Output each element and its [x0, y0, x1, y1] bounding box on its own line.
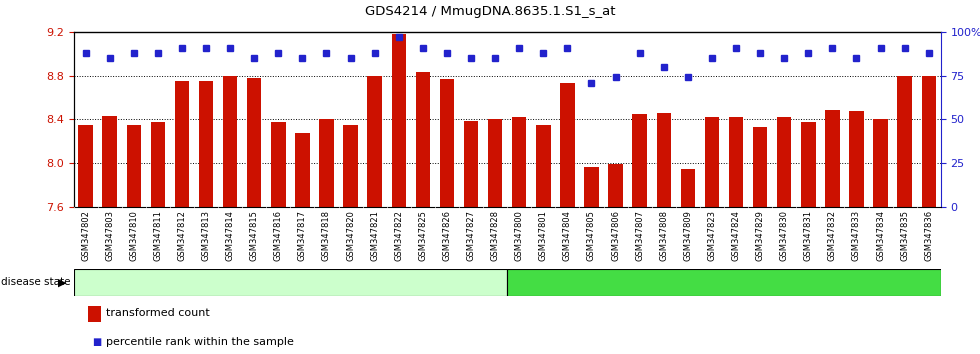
Text: ■: ■ — [92, 337, 101, 347]
Bar — [680, 169, 695, 207]
Bar — [850, 111, 863, 207]
Bar — [392, 34, 406, 207]
Text: GSM347836: GSM347836 — [924, 210, 933, 261]
Text: GSM347827: GSM347827 — [466, 210, 475, 261]
Bar — [777, 117, 792, 207]
Bar — [561, 83, 574, 207]
Text: GSM347810: GSM347810 — [129, 210, 138, 261]
Text: GSM347800: GSM347800 — [514, 210, 523, 261]
Text: disease state: disease state — [1, 278, 71, 287]
Bar — [729, 117, 743, 207]
Text: GSM347829: GSM347829 — [756, 210, 764, 261]
Text: GSM347812: GSM347812 — [177, 210, 186, 261]
Bar — [74, 269, 508, 296]
Text: GSM347815: GSM347815 — [250, 210, 259, 261]
Text: GSM347806: GSM347806 — [612, 210, 620, 261]
Bar — [78, 125, 93, 207]
Bar — [584, 167, 599, 207]
Text: GSM347801: GSM347801 — [539, 210, 548, 261]
Bar — [174, 81, 189, 207]
Bar — [416, 72, 430, 207]
Text: GSM347809: GSM347809 — [683, 210, 692, 261]
Bar — [632, 114, 647, 207]
Bar — [199, 81, 214, 207]
Text: healthy control: healthy control — [246, 276, 335, 289]
Text: GSM347821: GSM347821 — [370, 210, 379, 261]
Text: GSM347802: GSM347802 — [81, 210, 90, 261]
Bar — [247, 78, 262, 207]
Bar — [609, 164, 623, 207]
Text: GSM347833: GSM347833 — [852, 210, 861, 261]
Text: GSM347822: GSM347822 — [394, 210, 403, 261]
Bar — [657, 113, 671, 207]
Text: ▶: ▶ — [58, 278, 67, 287]
Text: GSM347816: GSM347816 — [273, 210, 283, 261]
Text: GSM347830: GSM347830 — [780, 210, 789, 261]
Text: GSM347823: GSM347823 — [708, 210, 716, 261]
Bar — [222, 76, 237, 207]
Bar — [488, 119, 503, 207]
Text: GSM347817: GSM347817 — [298, 210, 307, 261]
Bar — [126, 125, 141, 207]
Bar — [705, 117, 719, 207]
Text: GSM347832: GSM347832 — [828, 210, 837, 261]
Bar — [440, 79, 454, 207]
Bar — [825, 110, 840, 207]
Text: GSM347808: GSM347808 — [660, 210, 668, 261]
Text: GSM347814: GSM347814 — [225, 210, 234, 261]
Text: GSM347811: GSM347811 — [153, 210, 163, 261]
Text: GSM347818: GSM347818 — [322, 210, 331, 261]
Text: GSM347804: GSM347804 — [563, 210, 572, 261]
Bar — [368, 76, 382, 207]
Bar — [898, 76, 912, 207]
Text: GSM347826: GSM347826 — [442, 210, 452, 261]
Bar — [921, 76, 936, 207]
Text: percentile rank within the sample: percentile rank within the sample — [106, 337, 294, 347]
Bar — [343, 125, 358, 207]
Text: GSM347803: GSM347803 — [105, 210, 114, 261]
Text: GSM347828: GSM347828 — [491, 210, 500, 261]
Bar — [873, 119, 888, 207]
Bar — [295, 133, 310, 207]
Bar — [512, 117, 526, 207]
Text: SIV encephalitis: SIV encephalitis — [677, 276, 771, 289]
Bar — [151, 122, 165, 207]
Text: GDS4214 / MmugDNA.8635.1.S1_s_at: GDS4214 / MmugDNA.8635.1.S1_s_at — [365, 5, 615, 18]
Bar — [271, 122, 285, 207]
Text: GSM347807: GSM347807 — [635, 210, 644, 261]
Text: GSM347831: GSM347831 — [804, 210, 812, 261]
Text: GSM347820: GSM347820 — [346, 210, 355, 261]
Text: GSM347835: GSM347835 — [901, 210, 909, 261]
Bar — [753, 127, 767, 207]
Bar — [536, 125, 551, 207]
Text: GSM347825: GSM347825 — [418, 210, 427, 261]
Bar — [801, 122, 815, 207]
Text: GSM347813: GSM347813 — [202, 210, 211, 261]
Bar — [464, 121, 478, 207]
Text: GSM347805: GSM347805 — [587, 210, 596, 261]
Text: GSM347834: GSM347834 — [876, 210, 885, 261]
Text: transformed count: transformed count — [106, 308, 210, 318]
Bar — [508, 269, 941, 296]
Bar — [102, 116, 117, 207]
Bar — [319, 119, 333, 207]
Text: GSM347824: GSM347824 — [731, 210, 741, 261]
